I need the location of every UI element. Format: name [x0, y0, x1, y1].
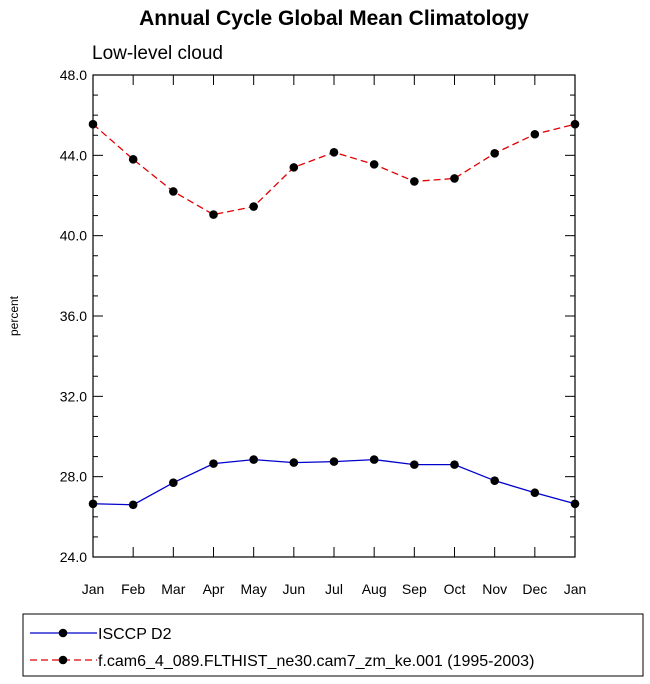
y-tick-label: 36.0 [60, 308, 87, 324]
data-point-1 [209, 459, 218, 468]
x-tick-label: Mar [161, 581, 185, 597]
data-point-2 [128, 155, 138, 164]
x-tick-label: Jan [82, 581, 105, 597]
axis-ticks [92, 74, 576, 558]
legend-label-1: ISCCP D2 [98, 626, 172, 643]
x-tick-label: Dec [522, 581, 547, 597]
x-tick-label: Nov [482, 581, 507, 597]
y-tick-label: 48.0 [60, 67, 87, 83]
x-tick-label: Jan [564, 581, 587, 597]
x-tick-label: Oct [444, 581, 466, 597]
x-tick-label: Apr [203, 581, 225, 597]
x-tick-label: Jul [325, 581, 343, 597]
data-point-2 [530, 129, 540, 139]
data-point-1 [329, 457, 339, 466]
data-point-2 [450, 174, 459, 183]
chart-title: Annual Cycle Global Mean Climatology [139, 7, 529, 30]
data-point-2 [570, 119, 580, 129]
x-tick-label: Sep [402, 581, 427, 597]
series-line-1 [92, 458, 576, 506]
plot-frame [92, 74, 576, 558]
data-point-2 [209, 210, 218, 219]
y-tick-label: 44.0 [60, 147, 87, 163]
data-point-1 [369, 455, 379, 464]
data-point-1 [450, 460, 459, 469]
data-point-2 [249, 202, 258, 211]
data-point-2 [169, 187, 178, 196]
x-tick-label: Aug [362, 581, 387, 597]
legend: ISCCP D2 f.cam6_4_089.FLTHIST_ne30.cam7_z… [30, 626, 534, 670]
series-layer [88, 119, 580, 510]
data-point-1 [128, 500, 138, 510]
legend-marker-2 [58, 655, 68, 665]
data-point-2 [490, 149, 499, 158]
data-point-2 [88, 119, 98, 129]
series-line-2 [92, 123, 576, 216]
y-axis-label: percent [7, 295, 21, 336]
data-point-1 [410, 460, 419, 469]
data-point-1 [88, 499, 98, 509]
y-tick-label: 32.0 [60, 388, 87, 404]
data-point-2 [410, 177, 419, 186]
x-tick-label: May [240, 581, 266, 597]
y-tick-label: 24.0 [60, 549, 87, 565]
data-point-2 [329, 148, 339, 157]
data-point-1 [249, 455, 258, 464]
data-point-2 [289, 163, 299, 172]
x-tick-label: Feb [121, 581, 145, 597]
y-tick-label: 28.0 [60, 469, 87, 485]
x-tick-label: Jun [283, 581, 306, 597]
legend-box [22, 613, 644, 677]
legend-marker-1 [58, 628, 68, 638]
chart-subtitle: Low-level cloud [92, 43, 223, 64]
legend-label-2: f.cam6_4_089.FLTHIST_ne30.cam7_zm_ke.001… [98, 653, 534, 670]
data-point-1 [530, 488, 540, 498]
y-tick-labels: 24.0 28.0 32.0 36.0 40.0 44.0 48.0 [60, 67, 87, 565]
data-point-2 [369, 160, 379, 169]
y-tick-label: 40.0 [60, 228, 87, 244]
data-point-1 [169, 478, 178, 487]
x-tick-labels: Jan Feb Mar Apr May Jun Jul Aug Sep Oct Nov Dec Jan [82, 581, 587, 597]
data-point-1 [289, 458, 299, 467]
data-point-1 [570, 499, 580, 509]
data-point-1 [490, 476, 499, 485]
